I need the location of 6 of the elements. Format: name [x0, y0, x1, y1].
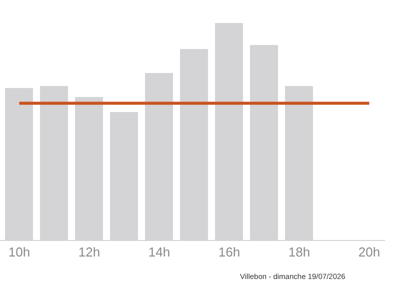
x-tick-label: 16h — [218, 244, 240, 260]
x-tick-label: 18h — [288, 244, 310, 260]
x-tick-label: 14h — [148, 244, 170, 260]
x-tick-label: 20h — [358, 244, 380, 260]
x-tick-label: 12h — [78, 244, 100, 260]
x-tick-label: 10h — [8, 244, 30, 260]
